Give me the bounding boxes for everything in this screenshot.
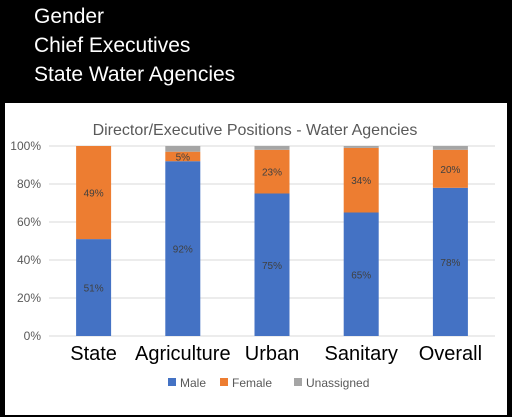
bar-male-sanitary (343, 212, 379, 336)
y-tick-label: 80% (17, 177, 41, 191)
data-label-male-urban: 75% (262, 261, 282, 272)
data-label-male-agriculture: 92% (173, 245, 193, 256)
bar-male-overall (432, 187, 468, 336)
bar-female-agriculture (165, 151, 201, 162)
bar-female-sanitary (343, 147, 379, 213)
bar-unassigned-sanitary (343, 146, 379, 148)
chart-panel: Director/Executive Positions - Water Age… (5, 103, 507, 415)
data-label-female-sanitary: 34% (351, 176, 371, 187)
legend-label-male: Male (180, 376, 206, 390)
legend-label-unassigned: Unassigned (306, 376, 369, 390)
legend-label-female: Female (232, 376, 272, 390)
data-label-male-sanitary: 65% (351, 270, 371, 281)
stacked-bar-chart: Director/Executive Positions - Water Age… (10, 122, 495, 390)
bar-female-overall (432, 149, 468, 188)
data-label-female-urban: 23% (262, 168, 282, 179)
y-axis-ticks: 0% 20% 40% 60% 80% 100% (10, 139, 41, 343)
data-label-female-agriculture: 5% (176, 152, 191, 163)
data-label-male-state: 51% (84, 284, 104, 295)
y-tick-label: 20% (17, 291, 41, 305)
category-label-agriculture: Agriculture (135, 343, 231, 365)
legend-swatch-female (220, 378, 228, 386)
bars (76, 146, 468, 336)
bar-female-state (76, 146, 112, 240)
category-label-state: State (70, 343, 117, 365)
x-axis-categories: State Agriculture Urban Sanitary Overall (70, 343, 482, 365)
category-label-urban: Urban (245, 343, 299, 365)
slide-title-line-1: Gender (34, 5, 105, 28)
bar-unassigned-agriculture (165, 146, 201, 152)
legend-swatch-male (168, 378, 176, 386)
category-label-overall: Overall (419, 343, 482, 365)
slide-title: Gender Chief Executives State Water Agen… (34, 2, 235, 89)
y-tick-label: 100% (10, 139, 41, 153)
data-label-female-state: 49% (84, 189, 104, 200)
legend-swatch-unassigned (294, 378, 302, 386)
y-tick-label: 60% (17, 215, 41, 229)
data-label-male-overall: 78% (440, 258, 460, 269)
bar-male-state (76, 239, 112, 336)
legend: Male Female Unassigned (168, 376, 369, 390)
data-labels: 51% 49% 92% 5% 75% 23% 65% 34% 78% 20% (84, 152, 461, 294)
category-label-sanitary: Sanitary (325, 343, 398, 365)
bar-unassigned-urban (254, 146, 290, 150)
bar-male-urban (254, 193, 290, 336)
chart-title: Director/Executive Positions - Water Age… (93, 122, 418, 139)
slide-title-line-2: Chief Executives (34, 34, 191, 57)
bar-male-agriculture (165, 161, 201, 336)
bar-unassigned-overall (432, 146, 468, 150)
slide-title-line-3: State Water Agencies (34, 63, 236, 86)
bar-female-urban (254, 149, 290, 194)
y-tick-label: 40% (17, 253, 41, 267)
y-tick-label: 0% (24, 329, 42, 343)
data-label-female-overall: 20% (440, 165, 460, 176)
